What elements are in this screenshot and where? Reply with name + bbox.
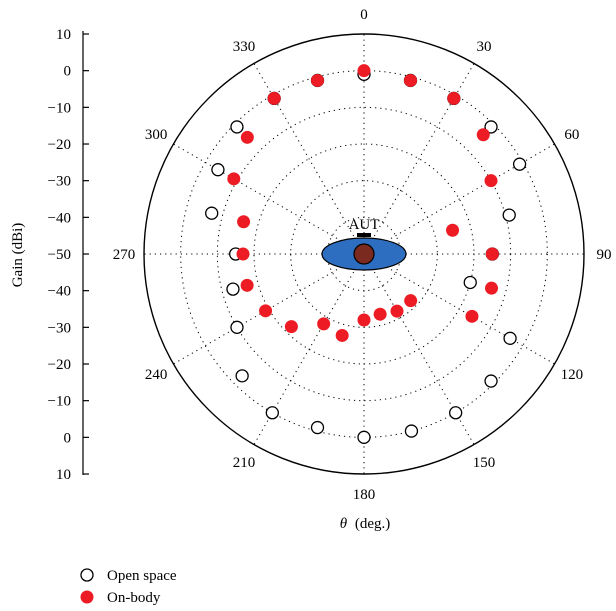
open-space-point xyxy=(463,275,477,290)
series-on-body xyxy=(227,64,499,342)
grid-spoke xyxy=(363,143,555,255)
radial-tick-label: −50 xyxy=(48,247,71,263)
grid-spoke xyxy=(253,63,365,255)
on-body-point xyxy=(284,320,298,334)
angle-tick-label: 210 xyxy=(233,455,256,471)
on-body-point xyxy=(447,91,461,105)
angle-tick-label: 240 xyxy=(145,367,168,383)
on-body-point xyxy=(310,73,324,87)
open-space-point xyxy=(512,157,527,171)
radial-axis-title: Gain (dBi) xyxy=(10,223,26,288)
angle-tick-label: 30 xyxy=(477,39,492,55)
open-space-point xyxy=(484,120,498,134)
radial-axis-ticks: 10 0 −10 −20 −30 −40 −50 −40 −30 −20 −10 0 10 xyxy=(48,27,89,483)
open-space-point xyxy=(404,424,419,438)
legend-open-space-label: Open space xyxy=(107,568,177,584)
on-body-point xyxy=(237,215,251,229)
grid-spoke xyxy=(363,63,475,255)
legend: Open space On-body xyxy=(80,568,177,606)
radial-tick-label: 0 xyxy=(64,430,72,446)
grid-spoke xyxy=(173,143,365,255)
legend-on-body-label: On-body xyxy=(107,590,161,606)
angle-axis-title: θ (deg.) xyxy=(340,516,391,532)
angle-tick-label: 330 xyxy=(233,39,256,55)
angle-tick-label: 90 xyxy=(597,247,612,263)
radial-tick-label: 10 xyxy=(56,467,71,483)
on-body-point xyxy=(236,247,250,261)
radial-axis: 10 0 −10 −20 −30 −40 −50 −40 −30 −20 −10 0 10 Gain (… xyxy=(10,27,89,483)
on-body-point xyxy=(357,64,371,78)
open-space-point xyxy=(310,420,325,435)
grid-spoke xyxy=(363,253,475,445)
radial-tick-label: 10 xyxy=(56,27,71,43)
open-space-point xyxy=(211,163,225,177)
aut-marker xyxy=(357,233,371,237)
open-space-point xyxy=(230,320,244,334)
radial-tick-label: −20 xyxy=(48,137,71,153)
on-body-point xyxy=(335,328,349,342)
on-body-point xyxy=(446,223,460,237)
open-space-point xyxy=(235,369,249,383)
open-space-point xyxy=(502,208,516,222)
open-space-point xyxy=(205,206,219,220)
angle-tick-label: 270 xyxy=(113,247,136,263)
on-body-point xyxy=(240,278,254,292)
angle-tick-label: 60 xyxy=(564,127,579,143)
radial-tick-label: −30 xyxy=(48,320,71,336)
radial-tick-label: −40 xyxy=(48,284,71,300)
radial-tick-label: −10 xyxy=(48,394,71,410)
on-body-point xyxy=(404,73,418,87)
open-space-point xyxy=(357,430,371,444)
radial-tick-label: −40 xyxy=(48,210,71,226)
aut-antenna-illustration: AUT xyxy=(321,217,407,271)
radial-tick-label: −30 xyxy=(48,174,71,190)
on-body-point xyxy=(485,281,499,295)
legend-open-space-marker xyxy=(80,568,94,582)
angle-axis-symbol: θ xyxy=(340,516,348,532)
open-space-point xyxy=(503,331,517,345)
angle-tick-label: 180 xyxy=(353,487,376,503)
on-body-point xyxy=(357,313,371,327)
grid-spoke xyxy=(363,253,555,365)
on-body-point xyxy=(476,128,490,142)
open-space-point xyxy=(226,282,240,296)
radial-tick-label: 0 xyxy=(64,64,72,80)
on-body-point xyxy=(390,304,404,318)
on-body-point xyxy=(267,91,281,105)
aut-head-circle xyxy=(353,243,375,265)
angle-tick-label: 150 xyxy=(473,455,496,471)
on-body-point xyxy=(465,309,479,323)
on-body-point xyxy=(485,247,499,261)
legend-on-body-marker xyxy=(80,590,94,604)
open-space-point xyxy=(449,406,463,420)
radial-tick-label: −20 xyxy=(48,357,71,373)
open-space-point xyxy=(484,374,498,388)
angle-axis-unit: (deg.) xyxy=(355,516,390,532)
aut-label: AUT xyxy=(349,217,380,233)
radial-tick-label: −10 xyxy=(48,100,71,116)
angular-tick-labels: 0 30 60 90 120 150 180 210 240 270 300 330 xyxy=(113,7,612,503)
angle-tick-label: 0 xyxy=(360,7,368,23)
on-body-point xyxy=(259,304,273,318)
open-space-point xyxy=(265,406,279,420)
outer-boundary xyxy=(143,33,585,475)
svg-text:θ (deg.): θ (deg.) xyxy=(340,516,391,532)
open-space-point xyxy=(230,120,244,134)
on-body-point xyxy=(373,307,387,321)
on-body-point xyxy=(404,294,418,308)
on-body-point xyxy=(240,130,254,144)
angle-tick-label: 300 xyxy=(145,127,168,143)
on-body-point xyxy=(484,174,498,188)
on-body-point xyxy=(227,172,241,186)
on-body-point xyxy=(317,317,331,331)
angle-tick-label: 120 xyxy=(561,367,584,383)
grid-spoke xyxy=(253,253,365,445)
